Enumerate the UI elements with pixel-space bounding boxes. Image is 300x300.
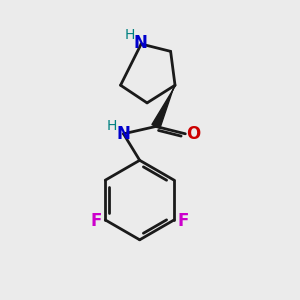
Text: N: N [117,125,130,143]
Text: F: F [178,212,189,230]
Text: H: H [125,28,135,42]
Text: H: H [107,119,118,134]
Polygon shape [152,85,176,128]
Text: O: O [187,125,201,143]
Text: N: N [134,34,148,52]
Text: F: F [90,212,101,230]
